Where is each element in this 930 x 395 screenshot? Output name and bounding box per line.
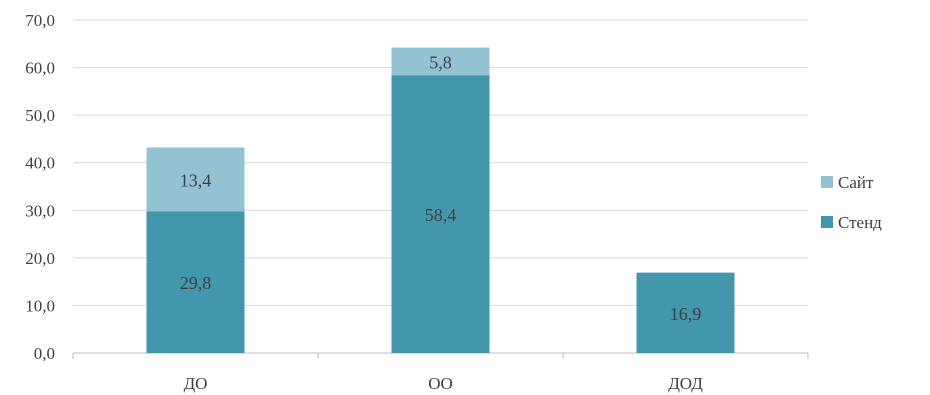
- x-tick-labels: ДО ОО ДОД: [184, 374, 704, 393]
- data-label: 16,9: [670, 304, 702, 324]
- x-tick-label: ДОД: [668, 374, 703, 393]
- bar-sait: [146, 147, 245, 212]
- data-label: 13,4: [180, 170, 212, 190]
- y-tick-label: 60,0: [25, 59, 55, 78]
- legend-swatch: [821, 176, 833, 188]
- bar-stend: [391, 75, 490, 353]
- y-tick-label: 50,0: [25, 106, 55, 125]
- x-axis: [72, 352, 809, 359]
- legend-label: Сайт: [838, 173, 874, 192]
- data-label: 58,4: [425, 205, 457, 225]
- y-tick-label: 10,0: [25, 296, 55, 315]
- y-tick-label: 0,0: [34, 344, 55, 363]
- data-labels: 29,8 13,4 58,4 5,8 16,9: [180, 52, 702, 323]
- x-tick-label: ДО: [184, 374, 208, 393]
- bar-stend: [146, 211, 245, 353]
- y-tick-label: 40,0: [25, 154, 55, 173]
- data-label: 5,8: [429, 52, 452, 72]
- y-tick-label: 70,0: [25, 11, 55, 30]
- bar-sait: [391, 47, 490, 76]
- bars: [146, 47, 735, 353]
- y-tick-labels: 0,0 10,0 20,0 30,0 40,0 50,0 60,0 70,0: [25, 11, 55, 363]
- legend: Сайт Стенд: [821, 173, 882, 232]
- y-tick-label: 20,0: [25, 249, 55, 268]
- data-label: 29,8: [180, 273, 212, 293]
- legend-label: Стенд: [838, 213, 882, 232]
- bar-stend: [636, 272, 735, 353]
- y-tick-label: 30,0: [25, 201, 55, 220]
- legend-swatch: [821, 216, 833, 228]
- x-tick-label: ОО: [428, 374, 453, 393]
